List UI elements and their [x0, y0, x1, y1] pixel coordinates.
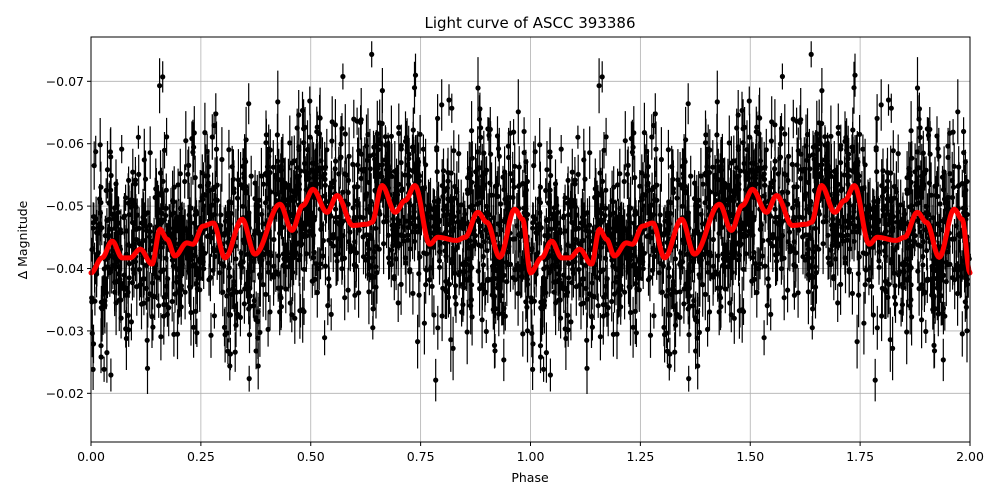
x-tick-label: 0.25 [187, 449, 215, 464]
x-axis-ticks: 0.00 0.25 0.50 0.75 1.00 1.25 1.50 1.75 2.00 [77, 442, 984, 464]
x-tick-label: 0.75 [407, 449, 435, 464]
x-tick-label: 1.50 [736, 449, 764, 464]
x-tick-label: 1.25 [626, 449, 654, 464]
y-tick-label: −0.02 [46, 386, 84, 401]
x-tick-label: 1.00 [517, 449, 545, 464]
y-tick-label: −0.04 [46, 261, 84, 276]
x-axis-label: Phase [511, 470, 549, 485]
y-tick-label: −0.03 [46, 323, 84, 338]
x-tick-label: 0.50 [297, 449, 325, 464]
x-tick-label: 2.00 [956, 449, 984, 464]
y-tick-label: −0.07 [46, 74, 84, 89]
x-tick-label: 0.00 [77, 449, 105, 464]
model-curve [88, 183, 973, 276]
y-axis-ticks: −0.07 −0.06 −0.05 −0.04 −0.03 −0.02 [46, 74, 91, 401]
y-axis-label: Δ Magnitude [15, 200, 30, 279]
y-tick-label: −0.06 [46, 136, 84, 151]
x-tick-label: 1.75 [846, 449, 874, 464]
y-tick-label: −0.05 [46, 199, 84, 214]
chart-title: Light curve of ASCC 393386 [425, 14, 636, 32]
